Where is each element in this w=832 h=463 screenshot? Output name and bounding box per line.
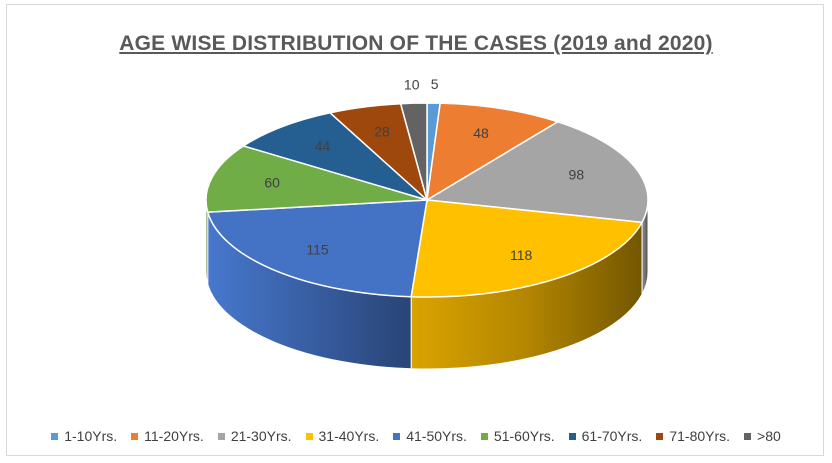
legend-swatch — [656, 432, 664, 440]
legend-swatch — [51, 432, 59, 440]
legend-swatch — [305, 432, 313, 440]
legend-swatch — [131, 432, 139, 440]
legend-item-11-20yrs: 11-20Yrs. — [131, 428, 204, 444]
data-label-11-20yrs: 48 — [473, 125, 489, 141]
legend-item-51-60yrs: 51-60Yrs. — [480, 428, 555, 444]
data-label-61-70yrs: 44 — [315, 138, 331, 154]
pie-slice-51-60yrs — [205, 145, 428, 213]
legend-item-80: >80 — [744, 428, 781, 444]
data-label-31-40yrs: 118 — [510, 247, 533, 263]
legend-label: 1-10Yrs. — [64, 428, 118, 444]
pie-slice-61-70yrs — [241, 112, 428, 201]
legend-swatch — [568, 432, 576, 440]
data-label-71-80yrs: 28 — [374, 124, 390, 140]
legend-label: 61-70Yrs. — [581, 428, 643, 444]
legend-swatch — [744, 432, 752, 440]
pie-slice-80 — [399, 102, 428, 201]
legend-swatch — [217, 432, 225, 440]
legend-item-31-40yrs: 31-40Yrs. — [305, 428, 380, 444]
legend-label: 21-30Yrs. — [230, 428, 292, 444]
legend-swatch — [480, 432, 488, 440]
chart-title: AGE WISE DISTRIBUTION OF THE CASES (2019… — [119, 32, 713, 55]
pie-slice-21-30yrs — [424, 120, 649, 224]
legend-item-41-50yrs: 41-50Yrs. — [393, 428, 467, 444]
legend-label: >80 — [757, 428, 781, 444]
legend-swatch — [393, 432, 401, 440]
pie-slice-31-40yrs — [410, 199, 644, 298]
legend-item-61-70yrs: 61-70Yrs. — [568, 428, 643, 444]
data-label-41-50yrs: 115 — [306, 241, 329, 257]
legend-label: 71-80Yrs. — [669, 428, 731, 444]
chart-legend: 1-10Yrs. 11-20Yrs. 21-30Yrs. 31-40Yrs. 41-50… — [0, 428, 832, 444]
legend-label: 51-60Yrs. — [493, 428, 555, 444]
pie-slice-41-50yrs — [206, 199, 428, 298]
legend-item-21-30yrs: 21-30Yrs. — [217, 428, 292, 444]
legend-label: 41-50Yrs. — [406, 428, 467, 444]
pie-slice-11-20yrs — [426, 102, 560, 202]
data-label-21-30yrs: 98 — [569, 167, 585, 183]
legend-label: 31-40Yrs. — [318, 428, 380, 444]
legend-label: 11-20Yrs. — [144, 428, 204, 444]
legend-item-1-10yrs: 1-10Yrs. — [51, 428, 117, 444]
data-label-51-60yrs: 60 — [264, 175, 280, 191]
legend-item-71-80yrs: 71-80Yrs. — [656, 428, 730, 444]
data-label-1-10yrs: 5 — [431, 76, 439, 92]
data-label-80: 10 — [404, 76, 420, 92]
